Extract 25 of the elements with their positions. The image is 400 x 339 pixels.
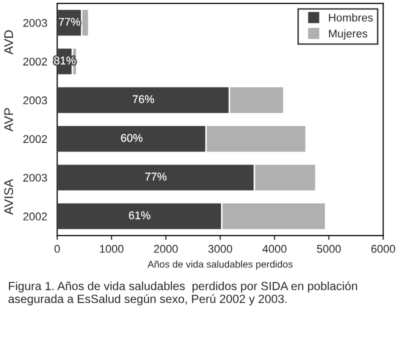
x-axis-title: Años de vida saludables perdidos	[148, 260, 293, 270]
x-tick-label: 4000	[262, 244, 286, 253]
legend-label: Hombres	[329, 13, 373, 22]
x-tick-label: 5000	[316, 244, 341, 253]
x-tick-label: 3000	[208, 244, 232, 253]
x-tick-label: 2000	[154, 244, 178, 253]
legend-label: Mujeres	[329, 29, 368, 40]
y-tick-label: 2003	[23, 96, 47, 104]
annotation: 76%	[132, 95, 154, 104]
text: Figura 1. Años de vida saludables perdidos por SIDA en población asegurada a EsSalud según sexo, Perú 2002 y 2003.	[8, 281, 358, 306]
annotation: 61%	[128, 211, 150, 220]
annotation: 60%	[121, 134, 142, 142]
text: AVP	[4, 108, 13, 132]
y-tick-label: 2002	[23, 212, 47, 220]
annotation: 77%	[58, 18, 80, 26]
text: AVISA	[4, 178, 14, 215]
annotation: 77%	[145, 172, 167, 180]
y-tick-label: 2002	[23, 135, 47, 143]
x-tick-label: 1000	[100, 244, 124, 253]
text: AVD	[4, 30, 13, 54]
x-tick-label: 6000	[371, 244, 396, 253]
y-tick-label: 2003	[23, 174, 47, 182]
y-tick-label: 2003	[23, 19, 47, 27]
x-tick-label: 0	[54, 244, 60, 253]
y-tick-label: 2002	[23, 58, 47, 66]
